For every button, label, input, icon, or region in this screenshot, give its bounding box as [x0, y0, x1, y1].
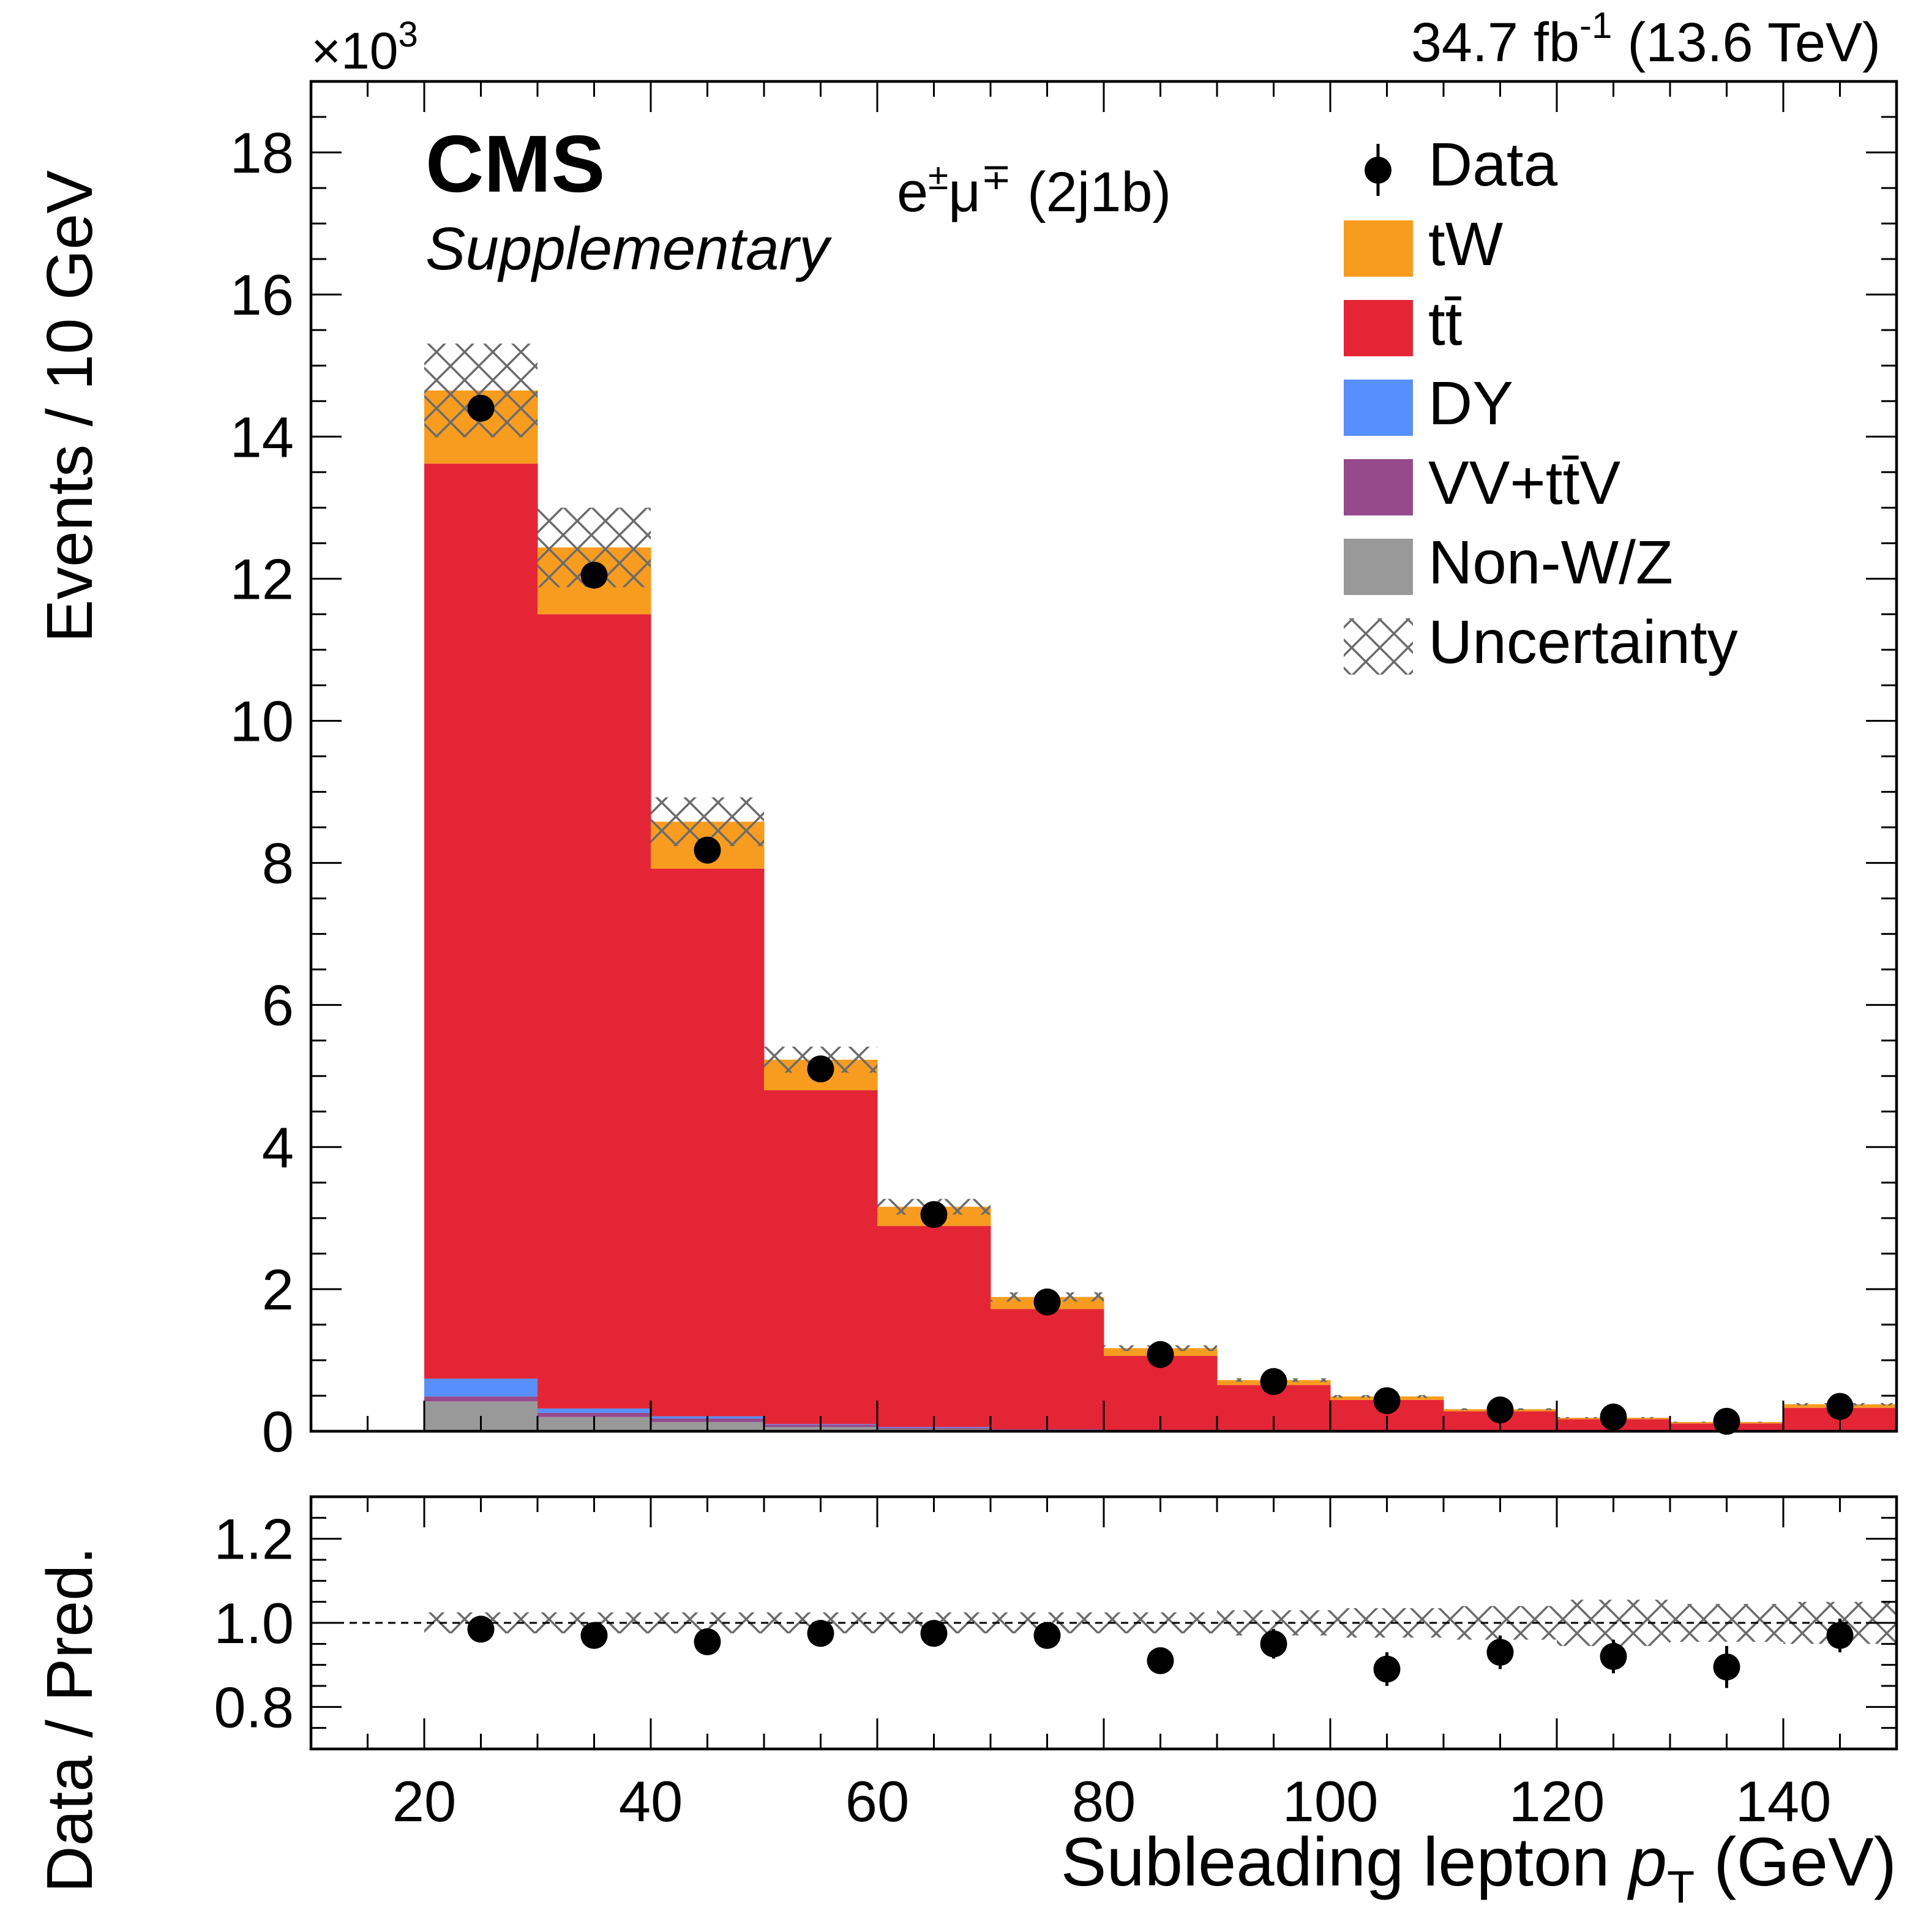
legend-entry-nonwz: Non-W/Z — [1344, 528, 1673, 597]
main-y-tick-label: 8 — [262, 831, 294, 896]
main-y-tick-label: 4 — [262, 1115, 294, 1180]
ratio-point-10 — [1600, 1642, 1627, 1670]
data-point-0 — [467, 394, 495, 422]
svg-text:Uncertainty: Uncertainty — [1428, 608, 1738, 676]
uncertainty-bin-0 — [424, 343, 537, 438]
x-tick-label: 20 — [392, 1769, 457, 1833]
ratio-axis-ticks — [310, 1496, 1898, 1750]
bar-tt-bin-5 — [991, 1309, 1104, 1429]
x-tick-labels: 20 40 60 80 100 120 140 — [392, 1769, 1832, 1833]
main-y-tick-label: 14 — [230, 405, 294, 469]
bar-dy-bin-1 — [537, 1408, 651, 1413]
svg-text:VV+tt̄V: VV+tt̄V — [1428, 449, 1620, 517]
main-axis-ticks — [310, 80, 1898, 1432]
stacked-histogram — [424, 390, 1897, 1431]
data-point-4 — [920, 1201, 948, 1229]
main-y-tick-label: 2 — [262, 1257, 294, 1322]
main-y-tick-labels: 0 2 4 6 8 10 12 14 16 18 — [230, 121, 294, 1464]
ratio-y-tick-label: 0.8 — [214, 1675, 294, 1739]
ratio-point-1 — [580, 1622, 608, 1649]
status-label: Supplementary — [425, 215, 832, 282]
svg-text:DY: DY — [1428, 369, 1513, 438]
x-axis-title: Subleading lepton pT (GeV) — [1061, 1824, 1897, 1912]
bar-tt-bin-3 — [764, 1090, 878, 1425]
bar-vvttv-bin-0 — [424, 1396, 538, 1402]
legend-entry-uncertainty: Uncertainty — [1344, 608, 1738, 676]
main-y-tick-label: 10 — [230, 689, 294, 753]
data-point-8 — [1373, 1387, 1401, 1415]
x-tick-label: 100 — [1283, 1769, 1379, 1833]
ratio-point-6 — [1147, 1647, 1174, 1674]
data-point-3 — [807, 1055, 834, 1083]
main-y-tick-label: 18 — [230, 121, 294, 185]
legend-entry-dy: DY — [1344, 369, 1513, 438]
legend-entry-ttbar: tt̄ — [1344, 290, 1463, 358]
svg-text:tW: tW — [1428, 210, 1504, 279]
main-frame — [309, 80, 1898, 1433]
legend: Data tW tt̄ DY VV+tt̄V Non-W/Z Uncertain… — [1344, 130, 1738, 676]
data-point-2 — [694, 836, 721, 864]
ratio-uncertainty-bin-8 — [1330, 1608, 1444, 1638]
svg-text:Non-W/Z: Non-W/Z — [1428, 528, 1673, 597]
ratio-data-points — [467, 1616, 1854, 1688]
data-point-5 — [1033, 1288, 1061, 1316]
data-point-7 — [1260, 1368, 1287, 1395]
legend-entry-tw: tW — [1344, 210, 1504, 279]
y-axis-multiplier: ×103 — [311, 15, 418, 80]
ratio-point-11 — [1713, 1653, 1740, 1681]
ratio-point-8 — [1373, 1655, 1401, 1683]
y-axis-title: Events / 10 GeV — [34, 170, 106, 643]
ratio-frame — [309, 1495, 1898, 1751]
data-point-12 — [1826, 1393, 1854, 1420]
ratio-point-9 — [1486, 1639, 1514, 1666]
bar-tt-bin-4 — [877, 1226, 991, 1428]
bar-tt-bin-1 — [537, 614, 651, 1409]
bar-tt-bin-2 — [651, 868, 765, 1417]
legend-entry-vv-ttv: VV+tt̄V — [1344, 449, 1620, 517]
bar-tt-bin-0 — [424, 463, 538, 1379]
data-point-1 — [580, 561, 608, 589]
ratio-y-axis-title: Data / Pred. — [34, 1546, 106, 1893]
channel-label: e±μ∓ (2j1b) — [897, 156, 1171, 223]
svg-text:tt̄: tt̄ — [1428, 290, 1463, 358]
ratio-y-tick-labels: 0.8 1.0 1.2 — [214, 1507, 294, 1740]
main-y-tick-label: 6 — [262, 973, 294, 1038]
ratio-point-7 — [1260, 1630, 1287, 1658]
x-tick-label: 120 — [1509, 1769, 1605, 1833]
experiment-label: CMS — [425, 119, 605, 209]
ratio-point-0 — [467, 1616, 495, 1643]
ratio-point-2 — [694, 1628, 721, 1655]
ratio-point-4 — [920, 1620, 948, 1647]
main-y-tick-label: 16 — [230, 263, 294, 327]
ratio-y-tick-label: 1.0 — [214, 1591, 294, 1655]
main-y-tick-label: 12 — [230, 547, 294, 611]
data-point-9 — [1486, 1396, 1514, 1424]
data-point-6 — [1147, 1341, 1174, 1368]
legend-entry-data: Data — [1365, 130, 1558, 199]
bar-dy-bin-0 — [424, 1379, 538, 1397]
luminosity-label: 34.7 fb-1 (13.6 TeV) — [1411, 5, 1881, 73]
x-tick-label: 80 — [1072, 1769, 1136, 1833]
x-tick-label: 140 — [1736, 1769, 1832, 1833]
main-y-tick-label: 0 — [262, 1399, 294, 1464]
bar-vvttv-bin-1 — [537, 1412, 651, 1417]
ratio-point-5 — [1033, 1622, 1061, 1649]
ratio-point-12 — [1826, 1622, 1854, 1649]
ratio-y-tick-label: 1.2 — [214, 1507, 294, 1571]
ratio-point-3 — [807, 1620, 834, 1647]
svg-text:Data: Data — [1428, 130, 1558, 199]
x-tick-label: 60 — [845, 1769, 910, 1833]
x-tick-label: 40 — [619, 1769, 683, 1833]
